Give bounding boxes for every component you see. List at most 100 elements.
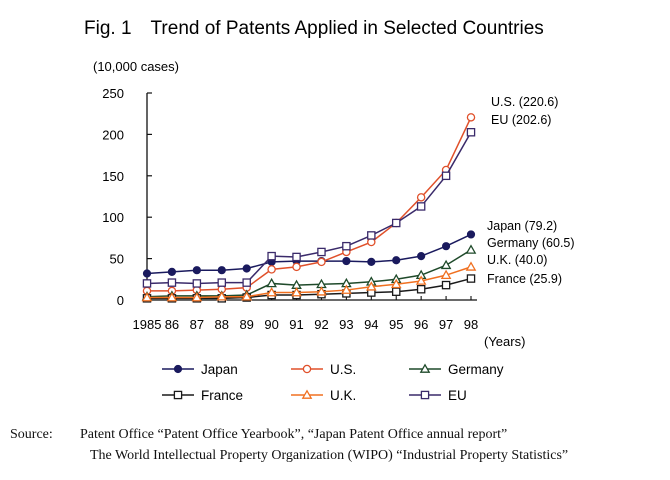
- point-japan-1985: [142, 269, 152, 278]
- legend-marker-japan: [173, 364, 183, 374]
- point-germany-98: [465, 244, 477, 254]
- point-japan-95: [392, 256, 401, 265]
- x-tick-label-96: 96: [414, 317, 428, 332]
- y-axis-unit-label: (10,000 cases): [93, 59, 179, 74]
- x-tick-label-87: 87: [190, 317, 204, 332]
- point-eu-89: [242, 278, 251, 287]
- point-eu-90: [267, 251, 276, 261]
- series-group: [141, 113, 477, 303]
- point-eu-86: [167, 278, 177, 287]
- legend-label-eu: EU: [448, 388, 467, 403]
- end-label-japan: Japan (79.2): [487, 219, 557, 233]
- legend: Japan U.S. Germany France U.K. EU: [162, 362, 504, 403]
- point-u-k-96: [415, 275, 427, 285]
- x-tick-labels: 1985 86 87 88 89 90 91 92 93 94 95 96 97 98: [133, 317, 479, 332]
- legend-marker-eu: [420, 390, 430, 400]
- point-japan-94: [367, 257, 376, 267]
- y-tick-labels: 0 50 100 150 200 250: [102, 86, 124, 308]
- chart-title: Fig. 1 Trend of Patents Applied in Selec…: [84, 18, 544, 39]
- y-tick-label-0: 0: [117, 293, 124, 308]
- point-japan-87: [192, 266, 201, 275]
- x-tick-label-98: 98: [464, 317, 478, 332]
- x-axis-label: (Years): [484, 334, 525, 349]
- x-tick-label-95: 95: [389, 317, 403, 332]
- point-eu-98: [466, 127, 476, 137]
- point-japan-97: [441, 242, 451, 251]
- point-u-k-97: [440, 269, 452, 280]
- y-tick-label-200: 200: [102, 127, 124, 142]
- point-japan-98: [466, 230, 476, 239]
- point-u-k-93: [341, 284, 352, 294]
- point-eu-92: [317, 247, 326, 257]
- point-u-k-95: [390, 278, 402, 289]
- source-label: Source:: [10, 427, 53, 442]
- end-label-germany: Germany (60.5): [487, 236, 575, 250]
- x-tick-label-86: 86: [165, 317, 179, 332]
- x-tick-label-88: 88: [215, 317, 229, 332]
- point-u-k-91: [291, 287, 302, 297]
- legend-item-eu: EU: [409, 388, 467, 403]
- point-u-k-1985: [141, 291, 153, 302]
- point-u-k-89: [241, 291, 253, 301]
- point-germany-90: [266, 277, 277, 288]
- source-note: Source: Patent Office “Patent Office Year…: [10, 424, 665, 466]
- point-france-97: [441, 280, 451, 290]
- point-eu-88: [217, 278, 227, 287]
- point-u-s-90: [267, 265, 276, 274]
- point-eu-95: [391, 218, 401, 228]
- point-germany-97: [440, 259, 452, 270]
- point-u-s-98: [466, 113, 476, 122]
- point-u-k-86: [166, 291, 178, 302]
- point-eu-97: [441, 171, 451, 181]
- series-eu: [142, 127, 476, 288]
- legend-item-u-s: U.S.: [291, 362, 356, 377]
- y-tick-label-150: 150: [102, 169, 124, 184]
- point-u-k-94: [365, 281, 377, 291]
- point-eu-93: [342, 241, 351, 251]
- point-eu-91: [292, 252, 301, 262]
- legend-marker-france: [173, 390, 183, 400]
- x-tick-label-94: 94: [364, 317, 378, 332]
- legend-marker-u-k: [301, 389, 313, 399]
- point-japan-93: [342, 256, 351, 266]
- legend-label-france: France: [201, 388, 243, 403]
- point-japan-96: [417, 252, 426, 261]
- source-line-1: Patent Office “Patent Office Yearbook”, …: [80, 427, 508, 442]
- point-japan-88: [217, 266, 226, 275]
- legend-item-germany: Germany: [409, 362, 504, 377]
- end-label-u-s: U.S. (220.6): [491, 95, 558, 109]
- end-label-france: France (25.9): [487, 272, 562, 286]
- point-u-k-88: [216, 291, 228, 301]
- point-u-s-91: [292, 262, 301, 272]
- point-u-k-90: [266, 287, 277, 297]
- end-label-u-k: U.K. (40.0): [487, 253, 547, 267]
- end-label-eu: EU (202.6): [491, 113, 551, 127]
- series-line-u-k: [147, 266, 472, 299]
- x-tick-label-93: 93: [339, 317, 353, 332]
- x-tick-label-92: 92: [314, 317, 328, 332]
- legend-label-japan: Japan: [201, 362, 238, 377]
- point-u-k-92: [316, 286, 327, 296]
- point-u-k-98: [465, 261, 477, 271]
- series-u-k: [141, 261, 477, 302]
- legend-label-u-k: U.K.: [330, 388, 356, 403]
- legend-label-germany: Germany: [448, 362, 504, 377]
- legend-item-u-k: U.K.: [291, 388, 356, 403]
- point-eu-96: [416, 202, 426, 211]
- point-japan-89: [242, 264, 251, 273]
- point-eu-1985: [142, 279, 152, 288]
- point-u-s-92: [317, 257, 326, 267]
- point-eu-87: [192, 279, 202, 288]
- x-tick-label-91: 91: [289, 317, 303, 332]
- x-tick-label-89: 89: [239, 317, 253, 332]
- legend-marker-u-s: [302, 364, 312, 374]
- point-france-95: [391, 287, 401, 296]
- y-tick-label-250: 250: [102, 86, 124, 101]
- point-u-s-96: [416, 193, 426, 202]
- legend-item-france: France: [162, 388, 243, 403]
- series-line-japan: [146, 233, 472, 275]
- point-france-98: [466, 274, 476, 283]
- end-labels: Japan (79.2) U.S. (220.6) Germany (60.5) Fr…: [487, 95, 575, 286]
- legend-marker-germany: [419, 363, 431, 373]
